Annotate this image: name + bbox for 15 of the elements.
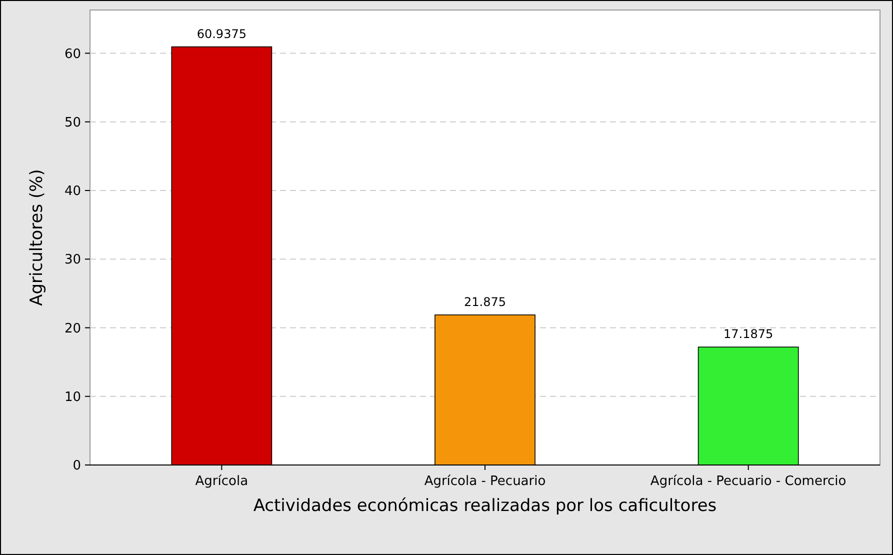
data-label: 21.875 — [464, 294, 506, 309]
y-tick-label: 0 — [72, 458, 81, 474]
y-tick-label: 40 — [64, 184, 81, 200]
x-tick-label: Agrícola — [195, 474, 248, 489]
y-tick-label: 10 — [64, 390, 81, 405]
y-tick-label: 50 — [64, 115, 81, 130]
x-axis-title: Actividades económicas realizadas por los caficultores — [253, 496, 717, 516]
x-tick-label: Agrícola - Pecuario - Comercio — [650, 474, 846, 489]
y-axis-title: Agricultores (%) — [27, 169, 47, 306]
y-tick-label: 60 — [64, 46, 81, 62]
data-label: 17.1875 — [724, 327, 774, 342]
x-tick-label: Agrícola - Pecuario — [424, 474, 546, 489]
y-tick-label: 20 — [64, 321, 81, 336]
y-tick-label: 30 — [64, 252, 81, 268]
data-label: 60.9375 — [196, 26, 246, 41]
